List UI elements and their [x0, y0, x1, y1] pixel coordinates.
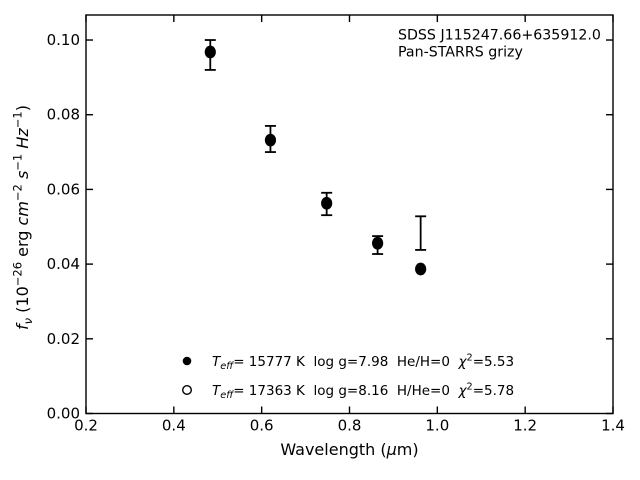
data-point-marker — [415, 262, 427, 276]
x-tick-label: 1.2 — [513, 417, 537, 435]
x-tick-label: 1.0 — [425, 417, 449, 435]
object-id-annotation: SDSS J115247.66+635912.0 — [398, 28, 601, 44]
data-point-marker — [264, 133, 277, 147]
y-tick-label: 0.04 — [47, 255, 80, 273]
data-point-marker — [372, 236, 384, 250]
model-point-series — [204, 45, 427, 276]
y-tick-label: 0.06 — [47, 180, 80, 198]
y-tick-label: 0.00 — [47, 405, 80, 423]
x-axis-ticks — [85, 15, 614, 414]
legend-filled-circle-marker — [182, 356, 192, 366]
x-tick-label: 0.6 — [250, 417, 274, 435]
x-tick-label: 0.8 — [338, 417, 362, 435]
y-tick-label: 0.08 — [47, 106, 80, 124]
data-point-marker — [204, 45, 216, 59]
x-axis-label: Wavelength (μm) — [280, 440, 418, 459]
x-tick-label: 0.4 — [162, 417, 186, 435]
legend-entry-label: Teff= 17363 K log g=8.16 H/He=0 χ2=5.78 — [212, 381, 514, 401]
legend-open-circle-marker — [181, 385, 192, 396]
x-tick-label: 0.2 — [74, 417, 98, 435]
x-tick-label: 1.4 — [601, 417, 625, 435]
y-tick-label: 0.02 — [47, 330, 80, 348]
y-axis-label: fν (10−26 erg cm−2 s−1 Hz−1) — [10, 105, 35, 330]
legend-entry-label: Teff= 15777 K log g=7.98 He/H=0 χ2=5.53 — [212, 352, 514, 372]
y-axis-ticks — [86, 39, 613, 415]
survey-annotation: Pan-STARRS grizy — [398, 45, 523, 61]
data-point-marker — [321, 196, 333, 210]
y-tick-label: 0.10 — [47, 31, 80, 49]
